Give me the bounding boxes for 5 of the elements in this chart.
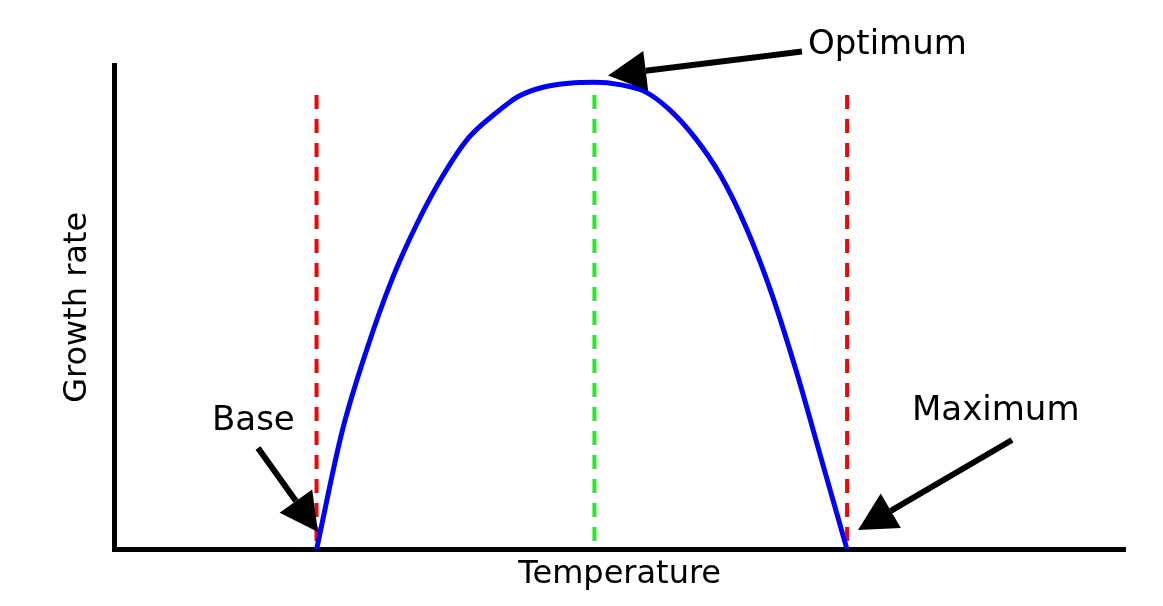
text: Optimum	[808, 22, 967, 62]
y-axis-title: Growth rate	[55, 211, 94, 403]
annotation: Maximum	[912, 388, 1080, 428]
annotation: Base	[212, 398, 295, 438]
x-axis-title: Temperature	[517, 553, 722, 592]
